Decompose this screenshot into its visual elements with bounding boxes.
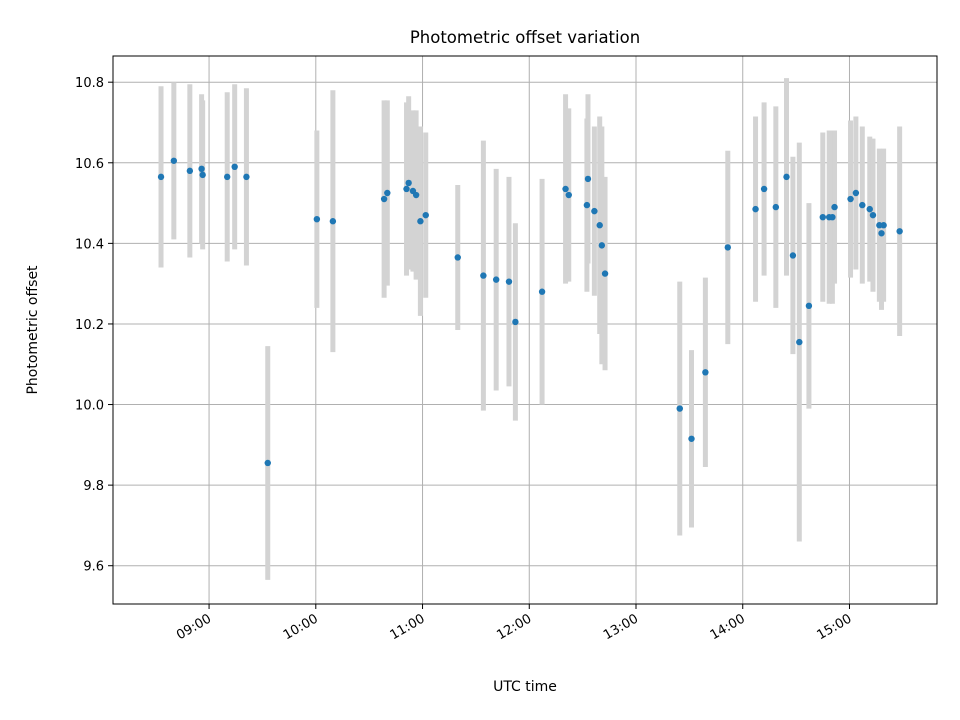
data-point <box>869 211 877 219</box>
data-point <box>403 185 410 193</box>
data-point <box>329 218 337 225</box>
data-point <box>512 318 519 326</box>
y-tick-label: 10.8 <box>75 76 104 91</box>
y-tick-label: 10.4 <box>75 237 104 252</box>
data-point <box>783 173 790 181</box>
data-point <box>384 189 391 197</box>
data-point <box>417 218 424 225</box>
data-point <box>157 173 165 181</box>
data-point <box>676 405 683 412</box>
data-point <box>702 369 709 376</box>
data-point <box>584 175 592 183</box>
data-point <box>538 288 546 295</box>
data-point <box>224 173 231 181</box>
data-point <box>859 201 866 209</box>
y-tick-label: 10.2 <box>75 318 104 333</box>
data-point <box>752 205 759 213</box>
data-point <box>896 228 903 235</box>
y-tick-label: 10.0 <box>75 399 104 414</box>
data-point <box>480 272 487 279</box>
data-point <box>688 435 695 442</box>
y-axis-label: Photometric offset <box>25 265 41 395</box>
data-point <box>724 244 731 251</box>
data-point <box>598 242 606 249</box>
data-point <box>454 254 461 261</box>
data-point <box>492 276 500 283</box>
data-point <box>186 167 194 175</box>
data-point <box>831 203 838 211</box>
data-point <box>380 195 388 203</box>
data-point <box>601 270 609 277</box>
data-point <box>170 157 178 164</box>
data-point <box>805 302 813 310</box>
data-point <box>880 222 887 229</box>
y-axis-ticks: 9.6 9.8 10.0 10.2 10.4 10.6 10.8 <box>75 76 113 575</box>
data-point <box>878 230 885 237</box>
data-point <box>760 185 768 193</box>
data-point <box>243 173 250 181</box>
y-tick-label: 9.8 <box>83 479 104 494</box>
data-point <box>591 207 598 215</box>
data-point <box>847 195 854 203</box>
data-point <box>819 213 826 221</box>
data-point <box>596 222 603 229</box>
data-point <box>231 163 238 171</box>
data-point <box>772 203 780 211</box>
data-point <box>505 278 513 285</box>
data-point <box>405 179 412 187</box>
data-point <box>412 191 420 199</box>
data-point <box>796 338 803 346</box>
data-point <box>829 213 836 221</box>
chart-title: Photometric offset variation <box>410 28 640 47</box>
x-axis-label: UTC time <box>493 679 557 695</box>
data-point <box>852 189 860 197</box>
data-point <box>565 191 572 199</box>
data-point <box>199 171 206 179</box>
data-points <box>157 157 903 467</box>
data-point <box>562 185 569 193</box>
data-point <box>422 211 429 219</box>
data-point <box>313 215 321 223</box>
y-tick-label: 10.6 <box>75 157 104 172</box>
data-point <box>264 459 271 467</box>
plot-frame <box>112 55 938 605</box>
data-point <box>789 252 797 259</box>
data-point <box>583 201 591 209</box>
y-tick-label: 9.6 <box>83 560 104 575</box>
data-point <box>198 165 205 173</box>
data-point <box>866 205 873 213</box>
